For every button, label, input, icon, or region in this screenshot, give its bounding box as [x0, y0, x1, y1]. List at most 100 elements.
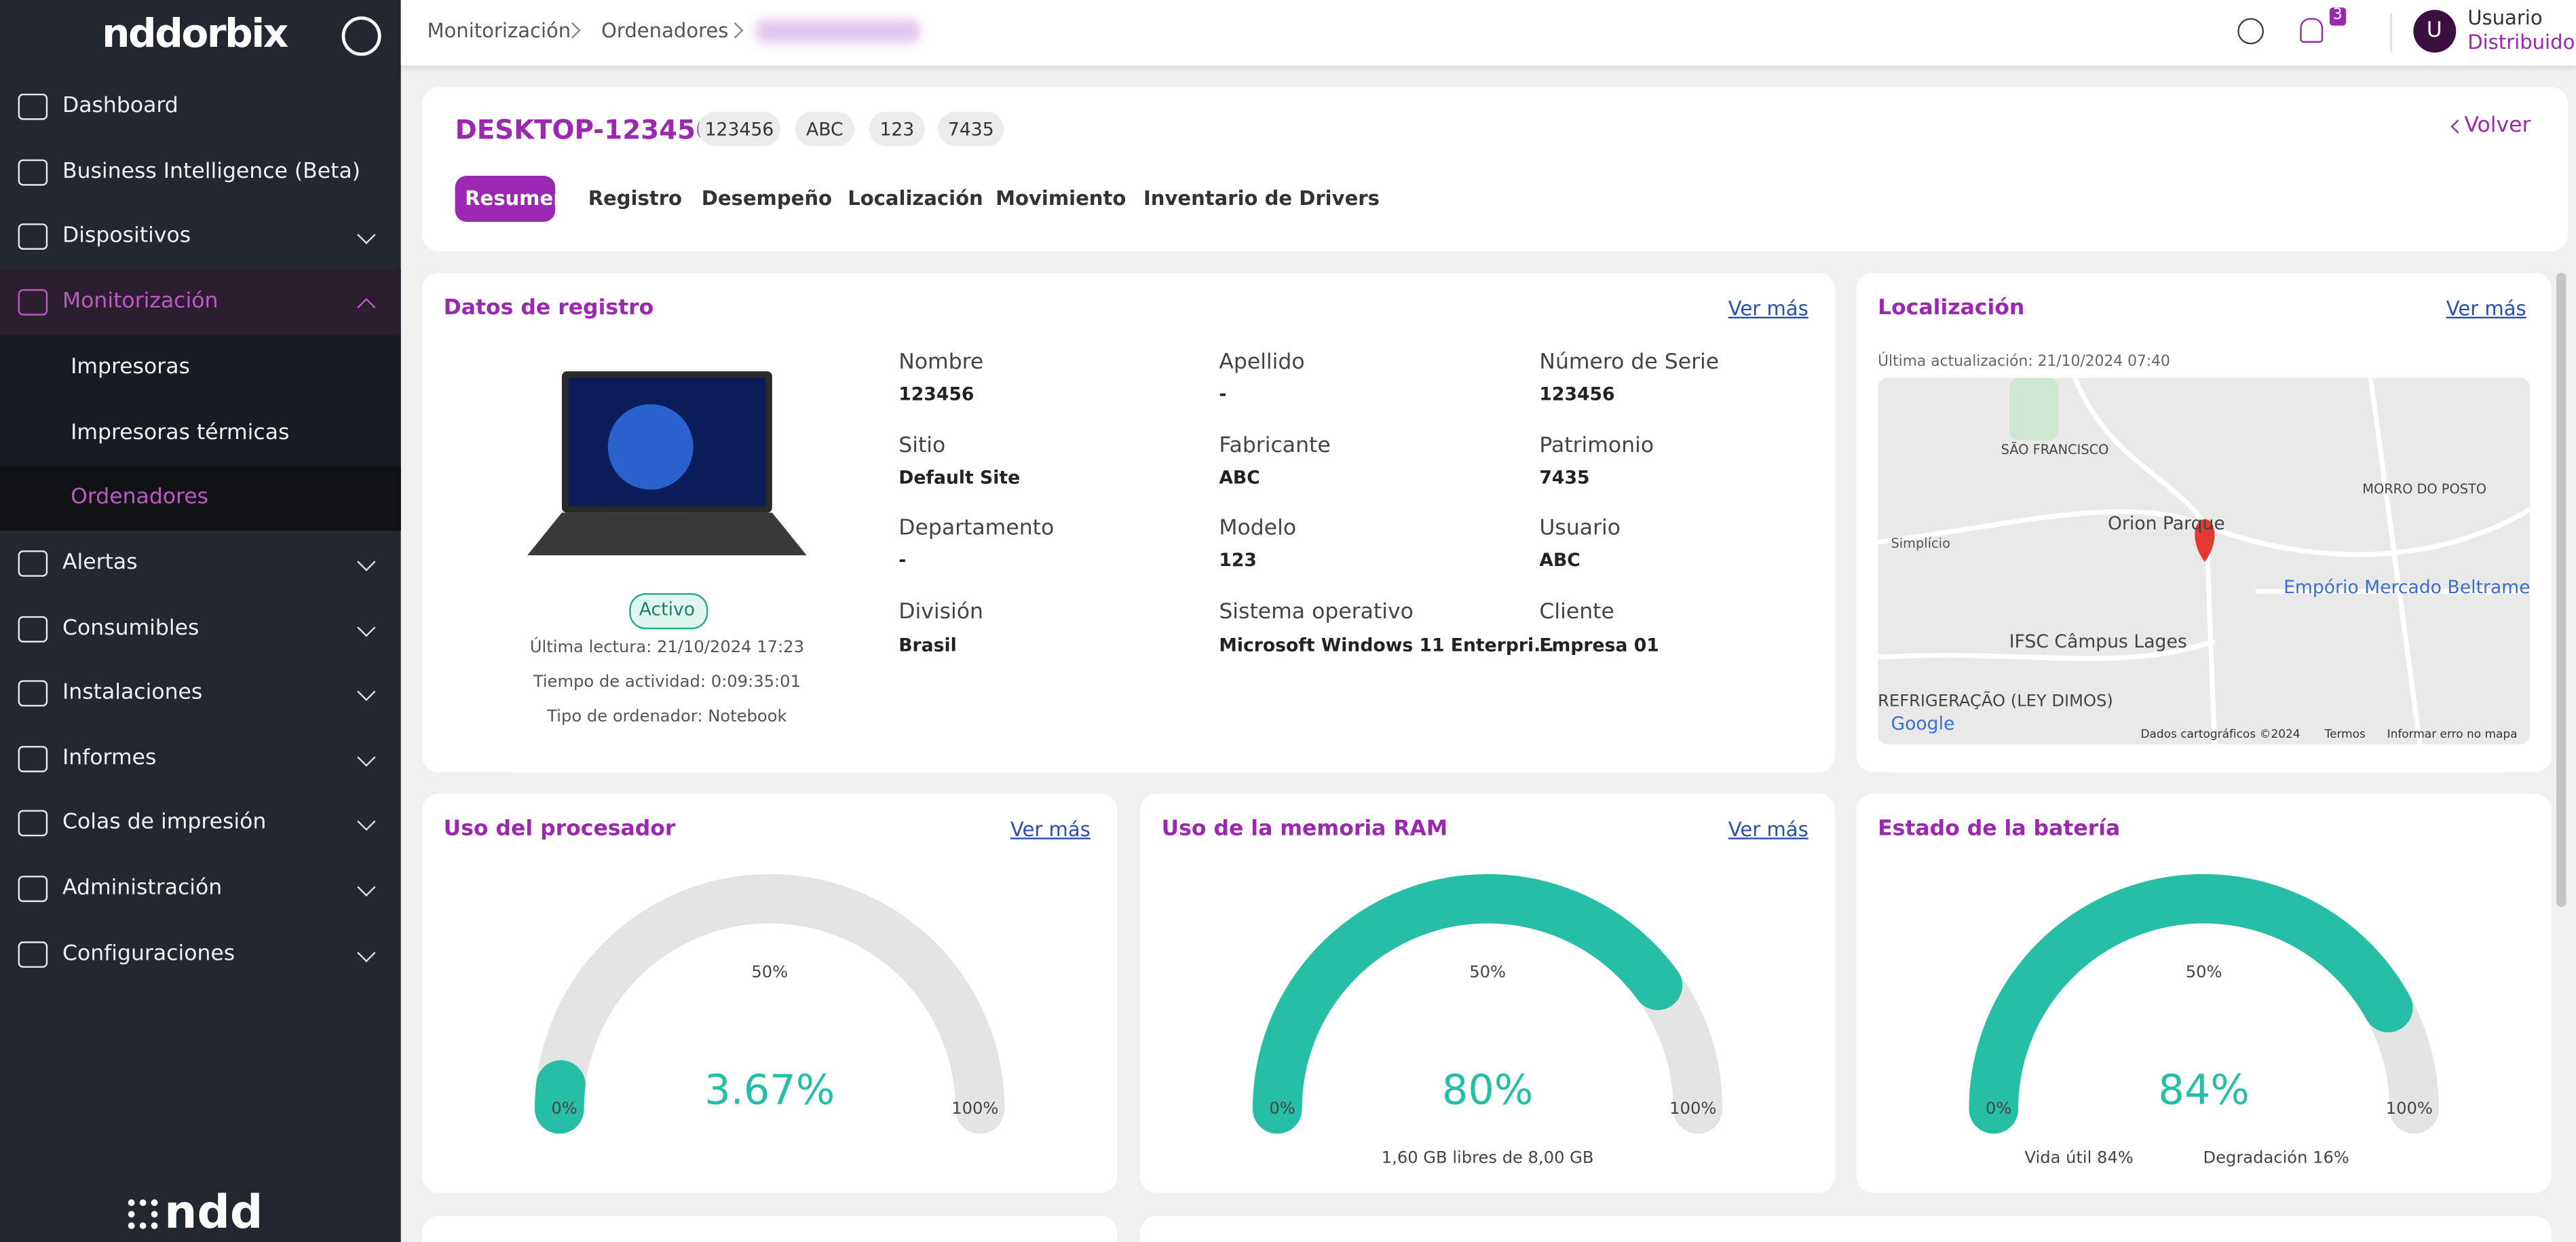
- tag-label: 123: [879, 119, 915, 140]
- gauge-value-label: 80%: [1442, 1067, 1534, 1114]
- field-label: Sitio: [898, 434, 946, 459]
- map-label: Dados cartográficos ©2024: [2140, 727, 2300, 740]
- menu-item[interactable]: Administración: [62, 876, 223, 901]
- gauge-note: 1,60 GB libres de 8,00 GB: [1382, 1148, 1594, 1167]
- gauge-tick-label: 50%: [2186, 962, 2222, 981]
- tab[interactable]: Inventario de Drivers: [1143, 187, 1380, 210]
- tag-label: 123456: [704, 119, 774, 140]
- map-label: SÃO FRANCISCO: [2001, 442, 2109, 457]
- submenu-active-bg: [0, 466, 401, 531]
- menu-item[interactable]: Consumibles: [62, 616, 200, 641]
- menu-item[interactable]: Business Intelligence (Beta): [62, 159, 361, 185]
- map-label: Empório Mercado Beltrame: [2284, 577, 2530, 598]
- meta-line: Tiempo de actividad: 0:09:35:01: [533, 673, 801, 692]
- avatar-initial: U: [2426, 18, 2442, 43]
- avatar[interactable]: [2413, 10, 2457, 53]
- field-label: Usuario: [1539, 516, 1621, 541]
- tab-active-bg[interactable]: [455, 176, 556, 222]
- menu-item[interactable]: Colas de impresión: [62, 810, 267, 835]
- road: [2203, 525, 2218, 745]
- see-more-link[interactable]: Ver más: [1728, 818, 1808, 842]
- map-bg: [1878, 377, 2531, 745]
- device-title: DESKTOP-123456: [455, 114, 714, 146]
- menu-item[interactable]: Monitorización: [62, 289, 219, 314]
- menu-icon: [18, 223, 48, 250]
- field-value: Default Site: [898, 467, 1021, 489]
- menu-icon: [18, 550, 48, 577]
- see-more-link[interactable]: Ver más: [1728, 297, 1808, 320]
- tab[interactable]: Movimiento: [996, 187, 1126, 210]
- tab[interactable]: Registro: [588, 187, 682, 210]
- menu-item[interactable]: Alertas: [62, 550, 138, 576]
- gauge-value-arc: [1252, 873, 1683, 1134]
- gauge-track: [535, 874, 1005, 1134]
- gauge-card: [1856, 793, 2552, 1193]
- map[interactable]: SÃO FRANCISCO Orion Parque MORRO DO POSTO E…: [1878, 377, 2531, 745]
- bell-icon[interactable]: [2300, 18, 2324, 43]
- breadcrumb-item[interactable]: Ordenadores: [601, 19, 729, 43]
- menu-icon: [18, 810, 48, 837]
- gauge: 0% 50% 100% 3.67%: [535, 874, 1005, 1134]
- logo: nddorbix: [102, 10, 288, 57]
- menu-item[interactable]: Informes: [62, 746, 157, 771]
- menu-item[interactable]: Instalaciones: [62, 680, 203, 706]
- map-label: Termos: [2324, 727, 2366, 740]
- gauge-tick-label: 100%: [2386, 1099, 2433, 1118]
- road: [1878, 638, 2216, 661]
- help-icon[interactable]: [2237, 18, 2265, 45]
- tab[interactable]: Resumen: [465, 187, 567, 210]
- next-card: [422, 1216, 1118, 1242]
- tag: [938, 111, 1004, 147]
- menu-item[interactable]: Dashboard: [62, 94, 178, 119]
- field-label: Apellido: [1219, 350, 1305, 375]
- see-more-link[interactable]: Ver más: [1010, 818, 1091, 842]
- laptop-base: [527, 512, 807, 556]
- scrollbar: [2556, 272, 2566, 907]
- card-title: Uso del procesador: [443, 816, 676, 842]
- see-more-link[interactable]: Ver más: [2446, 297, 2526, 320]
- user-role: Distribuidor: [2467, 31, 2576, 54]
- tab[interactable]: Desempeño: [701, 187, 832, 210]
- tag: [698, 111, 780, 147]
- sidebar: [0, 0, 401, 1242]
- menu-icon: [18, 746, 48, 772]
- field-value: 7435: [1539, 467, 1590, 489]
- gauge-tick-label: 50%: [1469, 962, 1506, 981]
- last-update: Última actualización: 21/10/2024 07:40: [1878, 354, 2170, 371]
- menu-item[interactable]: Configuraciones: [62, 941, 235, 966]
- field-label: Patrimonio: [1539, 434, 1654, 459]
- back-link[interactable]: Volver: [2464, 113, 2531, 138]
- submenu-item[interactable]: Impresoras: [71, 355, 190, 380]
- gauge-value-arc: [1969, 873, 2413, 1134]
- menu-icon: [18, 616, 48, 643]
- menu-item[interactable]: Dispositivos: [62, 223, 191, 249]
- field-value: Empresa 01: [1539, 635, 1659, 656]
- card-title: Uso de la memoria RAM: [1161, 816, 1448, 842]
- collapse-button[interactable]: [341, 16, 381, 56]
- gauge-tick-label: 0%: [1986, 1099, 2011, 1118]
- submenu-item[interactable]: Impresoras térmicas: [71, 421, 290, 446]
- status-label: Activo: [639, 599, 696, 620]
- next-card: [1140, 1216, 2552, 1242]
- blurred-breadcrumb: [755, 20, 920, 43]
- meta-line: Tipo de ordenador: Notebook: [547, 708, 787, 727]
- menu-icon: [18, 876, 48, 903]
- field-label: Nombre: [898, 350, 984, 375]
- map-pin: [2195, 519, 2215, 562]
- field-value: Microsoft Windows 11 Enterpri...: [1219, 635, 1555, 656]
- submenu-item[interactable]: Ordenadores: [71, 485, 209, 510]
- divider: [2390, 13, 2392, 53]
- map-label: IFSC Câmpus Lages: [2009, 631, 2187, 652]
- field-value: Brasil: [898, 635, 957, 656]
- field-value: ABC: [1219, 467, 1260, 489]
- field-value: 123: [1219, 549, 1257, 571]
- gauge-value-label: 3.67%: [704, 1067, 835, 1114]
- breadcrumb-item[interactable]: Monitorización: [427, 19, 571, 43]
- tab[interactable]: Localización: [848, 187, 983, 210]
- menu-icon: [18, 289, 48, 316]
- field-label: División: [898, 600, 983, 625]
- gauge-value-arc: [535, 1060, 586, 1134]
- gauge-tick-label: 0%: [551, 1099, 577, 1118]
- road: [2368, 377, 2423, 745]
